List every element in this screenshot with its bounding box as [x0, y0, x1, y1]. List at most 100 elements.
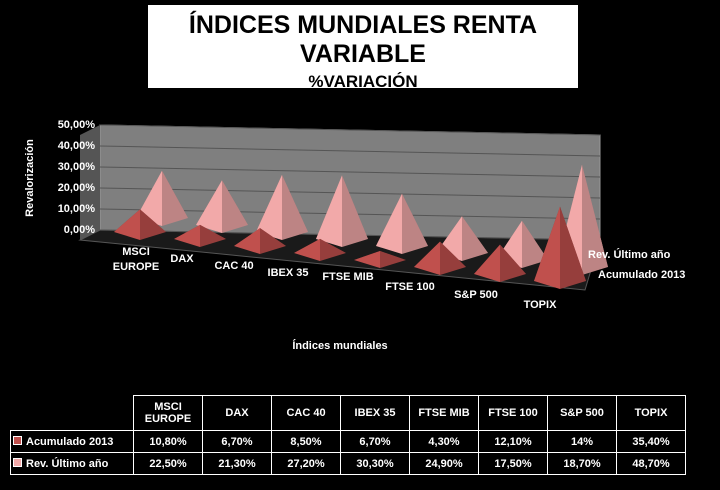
pyramid-right-face	[200, 224, 226, 247]
chart-subtitle: %VARIACIÓN	[308, 72, 418, 91]
y-tick-label: 0,00%	[64, 224, 95, 236]
pyramid	[414, 241, 466, 275]
pyramid-left-face	[316, 175, 342, 247]
table-header-cell: DAX	[202, 395, 272, 431]
table-cell: 8,50%	[271, 430, 341, 453]
y-tick-label: 50,00%	[58, 119, 96, 131]
table-cell: 6,70%	[202, 430, 272, 453]
pyramid	[376, 193, 428, 254]
x-tick-label: DAX	[170, 253, 194, 265]
pyramid-right-face	[320, 238, 346, 261]
pyramid	[174, 224, 226, 247]
pyramid-left-face	[294, 238, 320, 261]
table-row: Rev. Último año 22,50% 21,30% 27,20% 30,30% 2…	[10, 452, 686, 475]
pyramid-right-face	[522, 220, 548, 268]
table-cell: 22,50%	[133, 452, 203, 475]
pyramid-left-face	[196, 180, 222, 233]
grid-line	[99, 187, 601, 199]
table-row: Acumulado 2013 10,80% 6,70% 8,50% 6,70% 4,30%…	[10, 430, 686, 453]
pyramid-right-face	[260, 228, 286, 254]
pyramid	[474, 244, 526, 282]
pyramid-left-face	[376, 193, 402, 254]
table-header-cell: S&P 500	[547, 395, 617, 431]
x-tick-label: FTSE 100	[385, 281, 435, 293]
x-tick-label: CAC 40	[214, 260, 254, 272]
grid-line	[99, 124, 601, 136]
pyramid	[534, 206, 586, 289]
pyramid-left-face	[234, 228, 260, 254]
x-tick-label: S&P 500	[454, 289, 498, 301]
pyramid-right-face	[500, 244, 526, 282]
pyramid-right-face	[140, 209, 166, 240]
pyramid-right-face	[582, 164, 608, 275]
legend-label: Rev. Último año	[588, 248, 671, 261]
pyramid-right-face	[162, 170, 188, 226]
table-header-cell: FTSE 100	[478, 395, 548, 431]
y-tick-label: 20,00%	[58, 182, 96, 194]
pyramid	[196, 180, 248, 233]
grid-line	[99, 166, 601, 178]
table-cell: 14%	[547, 430, 617, 453]
pyramid	[316, 175, 368, 247]
table-cell: 4,30%	[409, 430, 479, 453]
chart: 0,00% 10,00% 20,00% 30,00% 40,00% 50,00% Reval…	[24, 119, 685, 291]
pyramid-right-face	[222, 180, 248, 233]
side-wall	[80, 125, 100, 240]
x-tick-label: MSCI EUROPE	[112, 246, 160, 273]
pyramid-left-face	[534, 206, 560, 289]
chart-source: FUENTE: JP MORGAN AM	[294, 96, 432, 108]
y-tick-label: 30,00%	[58, 161, 96, 173]
pyramid	[354, 250, 406, 268]
pyramid-left-face	[256, 174, 282, 240]
table-cell: 24,90%	[409, 452, 479, 475]
table-cell: 48,70%	[616, 452, 686, 475]
table-series-cell: Acumulado 2013	[10, 430, 134, 453]
table-corner	[11, 396, 134, 431]
pyramid	[256, 174, 308, 240]
title-box: ÍNDICES MUNDIALES RENTA VARIABLE %VARIAC…	[148, 5, 578, 108]
pyramid-right-face	[462, 216, 488, 261]
pyramid	[234, 228, 286, 254]
table-header-row: MSCI EUROPE DAX CAC 40 IBEX 35 FTSE MIB FTSE …	[11, 395, 686, 431]
pyramid-left-face	[174, 224, 200, 247]
table-series-name: Rev. Último año	[26, 457, 109, 470]
table-header-cell: FTSE MIB	[409, 395, 479, 431]
pyramid-left-face	[414, 241, 440, 275]
table-cell: 12,10%	[478, 430, 548, 453]
pyramid-right-face	[342, 175, 368, 247]
legend-label: Acumulado 2013	[598, 269, 685, 281]
x-tick-label: TOPIX	[523, 299, 557, 311]
pyramid-right-face	[380, 250, 406, 268]
table-header-cell: MSCI EUROPE	[133, 395, 203, 431]
data-table: MSCI EUROPE DAX CAC 40 IBEX 35 FTSE MIB FTSE …	[10, 395, 686, 475]
x-axis-label: Índices mundiales	[292, 340, 388, 352]
table-cell: 17,50%	[478, 452, 548, 475]
pyramid-right-face	[440, 241, 466, 275]
pyramid-left-face	[114, 209, 140, 240]
table-header-cell: CAC 40	[271, 395, 341, 431]
y-axis-label: Revalorización	[24, 139, 36, 217]
table-header-cell: IBEX 35	[340, 395, 410, 431]
pyramid-right-face	[282, 174, 308, 240]
table-cell: 6,70%	[340, 430, 410, 453]
x-tick-label: IBEX 35	[267, 267, 309, 279]
pyramid-right-face	[560, 206, 586, 289]
y-tick-label: 40,00%	[58, 140, 96, 152]
table-series-cell: Rev. Último año	[10, 452, 134, 475]
table-cell: 35,40%	[616, 430, 686, 453]
table-cell: 21,30%	[202, 452, 272, 475]
pyramid	[294, 238, 346, 261]
legend-swatch	[13, 435, 22, 445]
y-tick-label: 10,00%	[58, 203, 96, 215]
pyramid-right-face	[402, 193, 428, 254]
grid-line	[99, 145, 601, 157]
pyramid-left-face	[354, 250, 380, 268]
table-series-name: Acumulado 2013	[26, 435, 114, 448]
pyramid	[114, 209, 166, 240]
table-cell: 30,30%	[340, 452, 410, 475]
table-cell: 27,20%	[271, 452, 341, 475]
chart-title: ÍNDICES MUNDIALES RENTA VARIABLE	[188, 11, 538, 68]
table-cell: 10,80%	[133, 430, 203, 453]
table-cell: 18,70%	[547, 452, 617, 475]
